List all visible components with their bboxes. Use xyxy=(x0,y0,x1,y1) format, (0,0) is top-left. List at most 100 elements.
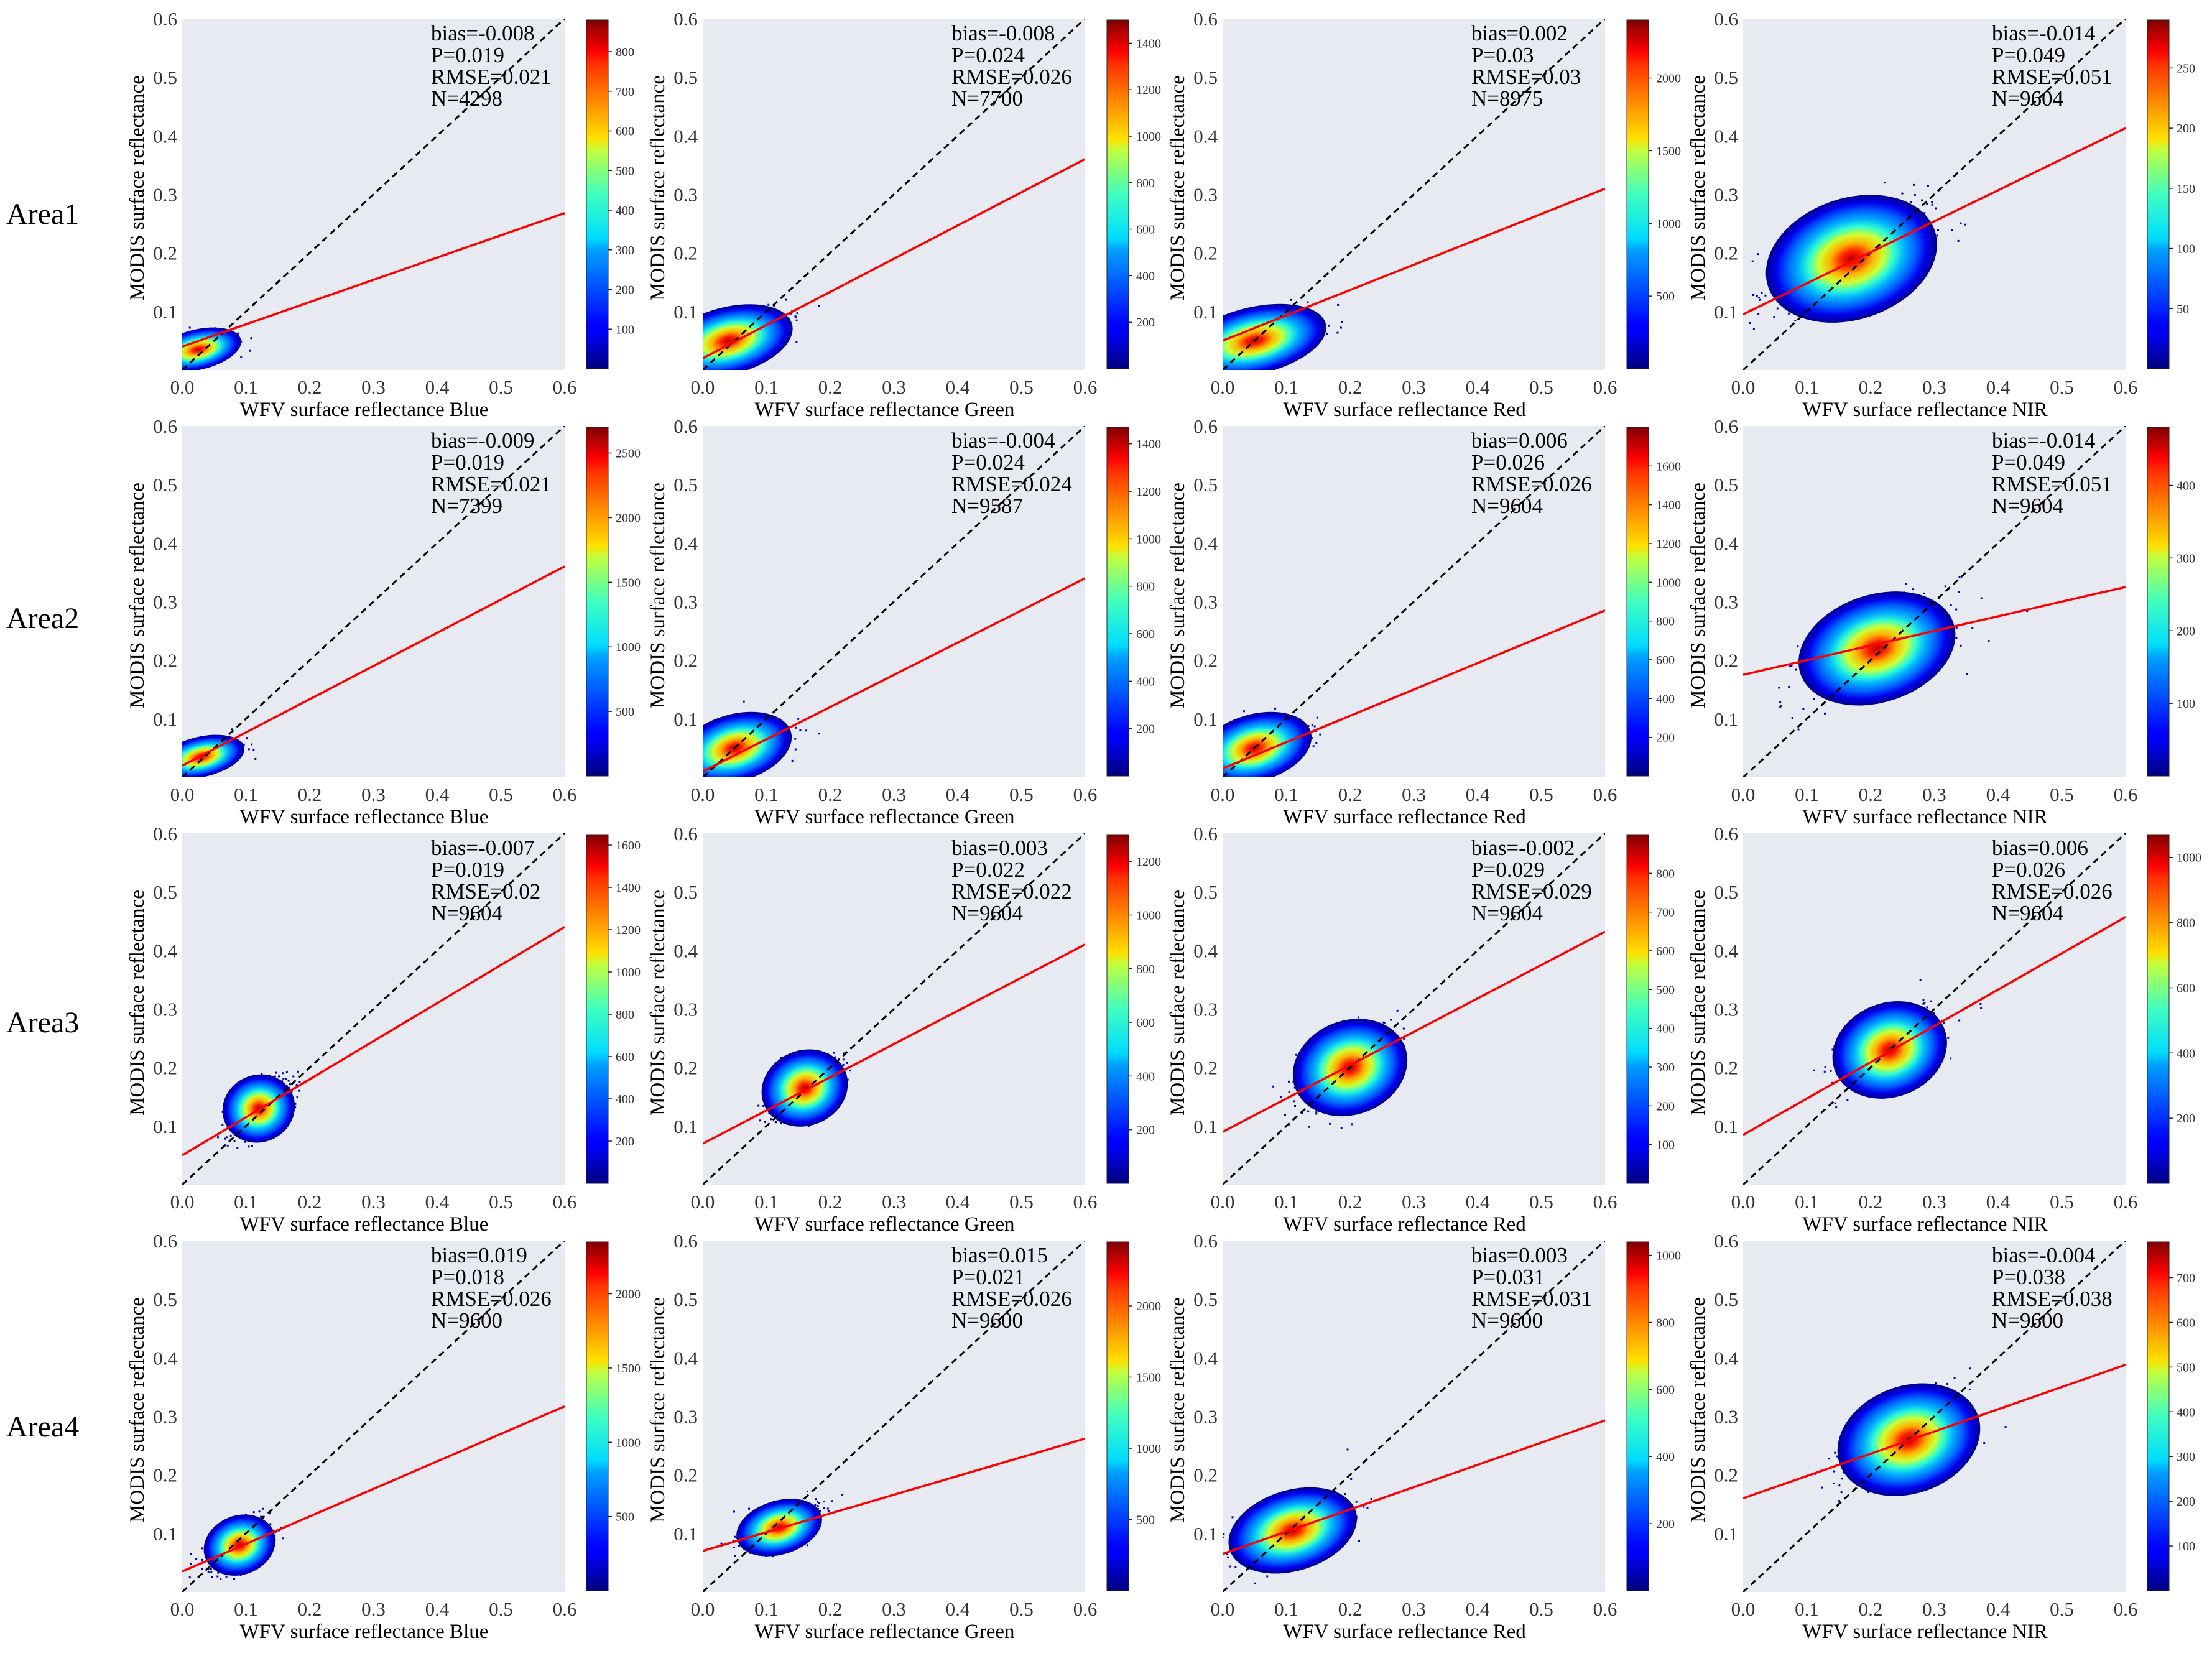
panel-area2-green: 0.0 0.1 0.2 0.3 0.4 0.5 0.60.10.20.30.40.50.6W… xyxy=(647,415,1161,828)
scatter-point xyxy=(1357,1016,1359,1019)
scatter-point xyxy=(1311,724,1313,726)
x-tick-label: 0.2 xyxy=(818,1191,843,1213)
colorbar-tick-label: 2500 xyxy=(616,447,641,461)
stat-3: N=9604 xyxy=(951,901,1023,925)
y-tick-label: 0.1 xyxy=(153,1116,177,1137)
stat-0: bias=-0.014 xyxy=(1992,428,2096,453)
scatter-point xyxy=(252,748,255,751)
x-tick-label: 0.3 xyxy=(882,784,906,805)
y-tick-label: 0.6 xyxy=(673,823,698,844)
panel-area1-blue: 0.0 0.1 0.2 0.3 0.4 0.5 0.60.10.20.30.40.50.6W… xyxy=(126,8,634,421)
scatter-point xyxy=(843,1052,845,1055)
scatter-point xyxy=(285,1078,287,1080)
colorbar-tick-label: 200 xyxy=(1656,731,1675,745)
scatter-point xyxy=(1764,294,1767,297)
x-tick-label: 0.0 xyxy=(1211,376,1235,398)
y-axis-label: MODIS surface reflectance xyxy=(647,483,669,708)
scatter-point xyxy=(797,718,800,720)
scatter-point xyxy=(1272,1085,1275,1088)
y-tick-label: 0.3 xyxy=(1714,184,1738,206)
scatter-point xyxy=(1274,707,1277,710)
y-tick-label: 0.4 xyxy=(1193,940,1218,961)
regression-line xyxy=(1223,930,1605,1133)
scatter-point xyxy=(236,1147,239,1149)
stat-3: N=4298 xyxy=(431,86,502,111)
colorbar-tick-label: 1000 xyxy=(1136,130,1161,144)
stat-3: N=7399 xyxy=(431,494,502,518)
scatter-point xyxy=(294,1106,297,1109)
x-tick-label: 0.1 xyxy=(1274,1191,1298,1213)
colorbar-tick-label: 200 xyxy=(1136,316,1155,330)
stat-2: RMSE=0.024 xyxy=(951,472,1072,496)
colorbar-tick-label: 400 xyxy=(1136,269,1155,283)
colorbar-tick-label: 200 xyxy=(2177,122,2195,136)
stat-0: bias=-0.004 xyxy=(951,428,1055,453)
stat-1: P=0.019 xyxy=(431,450,504,474)
y-tick-label: 0.1 xyxy=(1193,301,1218,323)
scatter-point xyxy=(282,1072,284,1075)
scatter-point xyxy=(296,1096,298,1099)
colorbar-tick-label: 400 xyxy=(1656,692,1675,706)
scatter-point xyxy=(1287,1080,1290,1083)
scatter-point xyxy=(1396,1009,1399,1012)
scatter-point xyxy=(1292,1081,1295,1083)
stat-3: N=9604 xyxy=(1992,494,2063,518)
colorbar-tick-label: 400 xyxy=(616,1093,634,1106)
x-tick-label: 0.1 xyxy=(754,1191,779,1213)
y-tick-label: 0.6 xyxy=(153,823,177,844)
x-tick-label: 0.0 xyxy=(1731,376,1756,398)
colorbar-tick-label: 800 xyxy=(616,1008,634,1022)
scatter-point xyxy=(796,312,798,315)
y-tick-label: 0.1 xyxy=(1714,301,1738,323)
row-label-area2: Area2 xyxy=(6,602,79,635)
scatter-point xyxy=(1980,597,1983,599)
scatter-point xyxy=(1315,1111,1318,1113)
x-axis-label: WFV surface reflectance Blue xyxy=(240,1213,489,1236)
scatter-cloud xyxy=(757,1047,852,1127)
y-tick-label: 0.4 xyxy=(153,532,177,554)
x-axis-label: WFV surface reflectance Red xyxy=(1283,399,1526,421)
density-core xyxy=(1765,195,1937,323)
scatter-point xyxy=(1295,1053,1298,1056)
y-tick-label: 0.5 xyxy=(153,474,177,496)
scatter-point xyxy=(1980,1007,1983,1009)
colorbar-tick-label: 300 xyxy=(616,244,634,257)
scatter-point xyxy=(240,356,243,359)
stat-2: RMSE=0.026 xyxy=(951,65,1072,89)
x-tick-label: 0.4 xyxy=(946,376,970,398)
scatter-point xyxy=(780,1057,782,1059)
scatter-point xyxy=(1944,585,1946,588)
y-tick-label: 0.4 xyxy=(1193,532,1218,554)
scatter-point xyxy=(807,1125,810,1127)
density-core xyxy=(1798,591,1956,706)
x-tick-label: 0.2 xyxy=(298,1191,322,1213)
scatter-point xyxy=(1923,212,1926,215)
y-tick-label: 0.6 xyxy=(1193,415,1218,437)
stat-2: RMSE=0.022 xyxy=(951,879,1072,904)
scatter-point xyxy=(1831,1048,1834,1051)
y-tick-label: 0.6 xyxy=(153,8,177,30)
y-tick-label: 0.2 xyxy=(153,243,177,264)
colorbar-tick-label: 100 xyxy=(616,323,634,336)
identity-line xyxy=(1743,426,2126,777)
panel-area1-nir: 0.0 0.1 0.2 0.3 0.4 0.5 0.60.10.20.30.40.50.6W… xyxy=(1687,8,2195,421)
y-tick-label: 0.6 xyxy=(1714,8,1738,30)
scatter-point xyxy=(770,1118,772,1121)
colorbar xyxy=(1106,834,1129,1184)
scatter-point xyxy=(294,1103,297,1105)
y-tick-label: 0.4 xyxy=(1714,532,1738,554)
scatter-point xyxy=(1313,725,1316,728)
scatter-point xyxy=(764,1121,766,1123)
scatter-point xyxy=(1795,668,1797,671)
scatter-point xyxy=(292,1075,295,1078)
colorbar-tick-label: 200 xyxy=(616,284,634,297)
scatter-point xyxy=(785,298,787,301)
colorbar-tick-label: 200 xyxy=(1136,723,1155,736)
scatter-point xyxy=(1778,687,1780,689)
regression-line xyxy=(1223,187,1605,342)
y-tick-label: 0.5 xyxy=(673,474,698,496)
y-tick-label: 0.2 xyxy=(673,1057,698,1079)
scatter-point xyxy=(298,1081,301,1083)
scatter-cloud xyxy=(1813,979,1983,1109)
